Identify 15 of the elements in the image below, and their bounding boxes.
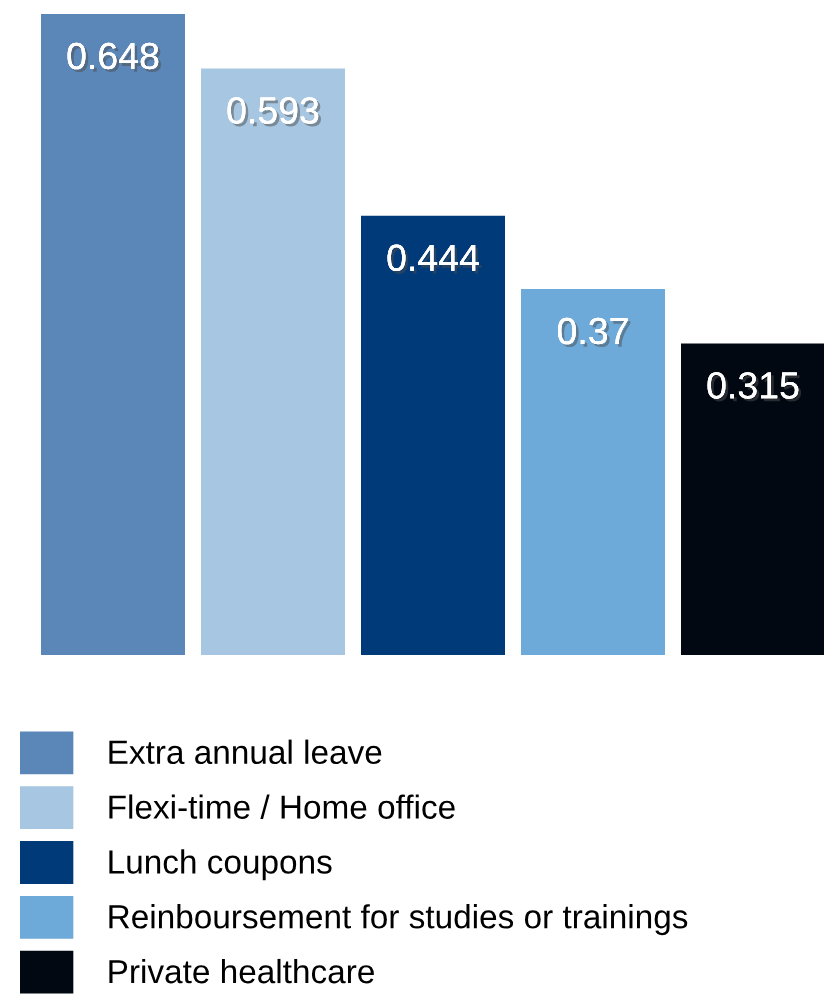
legend-label: Lunch coupons: [109, 849, 332, 881]
legend-label: Reinboursement for studies or trainings: [109, 904, 688, 936]
data-label: 0.593: [227, 97, 322, 127]
data-label: 0.37: [557, 317, 631, 348]
bar: [201, 68, 345, 655]
data-label: 0.648: [67, 42, 162, 73]
bar: [361, 215, 505, 655]
bar: [41, 14, 185, 655]
legend-label: Private healthcare: [109, 958, 374, 984]
bar: [681, 343, 824, 655]
data-label: 0.315: [707, 372, 802, 402]
legend-label: Flexi-time / Home office: [109, 794, 455, 819]
legend-label: Extra annual leave: [109, 739, 382, 765]
data-label: 0.444: [387, 244, 482, 274]
bar: [521, 289, 665, 655]
